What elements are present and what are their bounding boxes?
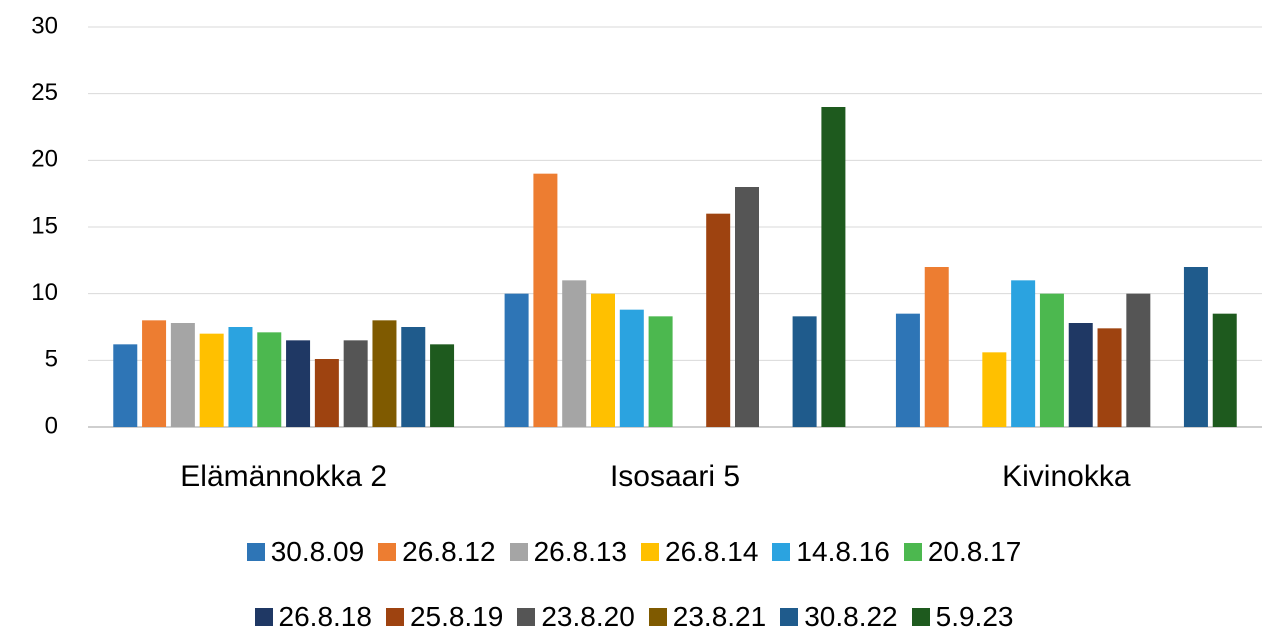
legend-swatch bbox=[911, 608, 930, 626]
legend-swatch bbox=[378, 543, 397, 561]
legend: 26.8.18 25.8.19 23.8.20 23.8.21 30.8.22 5.9.2… bbox=[0, 601, 1268, 633]
legend-item: 23.8.21 bbox=[648, 601, 767, 633]
legend-swatch bbox=[517, 608, 536, 626]
legend-swatch bbox=[641, 543, 659, 561]
legend-item: 30.8.22 bbox=[780, 601, 898, 633]
bar bbox=[504, 293, 529, 427]
x-tick-label: Elämännokka 2 bbox=[180, 460, 387, 493]
legend-item: 26.8.14 bbox=[641, 536, 758, 568]
bar bbox=[735, 187, 759, 427]
legend-swatch bbox=[648, 608, 667, 626]
legend-label: 23.8.20 bbox=[541, 601, 635, 632]
bar bbox=[343, 340, 368, 427]
legend-item: 30.8.09 bbox=[246, 536, 365, 568]
y-tick-label: 20 bbox=[31, 146, 58, 173]
legend-item: 14.8.16 bbox=[772, 536, 890, 568]
legend-label: 30.8.09 bbox=[270, 536, 365, 567]
bar bbox=[792, 316, 817, 427]
legend-label: 26.8.14 bbox=[665, 536, 759, 567]
legend-swatch bbox=[385, 608, 404, 626]
bar bbox=[372, 320, 397, 427]
bar bbox=[401, 327, 426, 427]
bar bbox=[648, 316, 673, 427]
y-tick-label: 25 bbox=[31, 79, 58, 106]
legend-swatch bbox=[509, 543, 528, 561]
bar bbox=[228, 327, 253, 427]
bar bbox=[895, 313, 920, 427]
bar bbox=[257, 332, 282, 427]
bar bbox=[706, 213, 731, 427]
bar bbox=[562, 280, 587, 427]
bar bbox=[982, 352, 1007, 427]
bar bbox=[286, 340, 311, 427]
bar bbox=[1183, 267, 1208, 427]
bar bbox=[619, 309, 644, 427]
legend-label: 26.8.13 bbox=[533, 536, 627, 567]
bar bbox=[170, 323, 195, 427]
bar bbox=[199, 333, 224, 427]
bar bbox=[1126, 293, 1151, 427]
bar bbox=[1097, 328, 1122, 427]
legend-label: 30.8.22 bbox=[804, 601, 898, 632]
bar bbox=[430, 344, 455, 427]
legend-swatch bbox=[780, 608, 799, 626]
bar bbox=[1068, 323, 1093, 427]
y-tick-label: 10 bbox=[31, 279, 58, 306]
legend-item: 23.8.20 bbox=[517, 601, 635, 633]
legend: 30.8.09 26.8.12 26.8.13 26.8.14 14.8.16 20.8.… bbox=[0, 536, 1268, 568]
legend-label: 26.8.18 bbox=[278, 601, 372, 632]
bar bbox=[113, 344, 138, 427]
bar bbox=[533, 173, 558, 427]
y-tick-label: 30 bbox=[31, 12, 58, 39]
plot: 0 5 10 15 20 25 30 Elämännokka 2 Isosaari 5 Kivin… bbox=[31, 12, 1262, 493]
x-tick-label: Kivinokka bbox=[1002, 460, 1131, 493]
bar bbox=[924, 267, 949, 427]
x-tick-label: Isosaari 5 bbox=[610, 460, 740, 493]
legend-swatch bbox=[254, 608, 273, 626]
legend-label: 20.8.17 bbox=[927, 536, 1022, 567]
legend-label: 26.8.12 bbox=[402, 536, 496, 567]
legend-item: 26.8.12 bbox=[378, 536, 496, 568]
legend-item: 26.8.18 bbox=[254, 601, 372, 633]
legend-item: 5.9.23 bbox=[911, 601, 1014, 633]
bar bbox=[314, 359, 339, 427]
bar bbox=[821, 107, 846, 427]
bar bbox=[1011, 280, 1036, 427]
legend-swatch bbox=[772, 543, 791, 561]
legend-swatch bbox=[246, 543, 265, 561]
legend-swatch bbox=[903, 543, 922, 561]
bar bbox=[591, 293, 615, 427]
bar bbox=[1039, 293, 1064, 427]
legend-item: 26.8.13 bbox=[509, 536, 627, 568]
legend-label: 5.9.23 bbox=[935, 601, 1014, 632]
legend-label: 25.8.19 bbox=[409, 601, 504, 632]
y-tick-label: 0 bbox=[45, 412, 58, 439]
y-tick-label: 15 bbox=[31, 212, 58, 239]
bar bbox=[1212, 313, 1237, 427]
bar bbox=[142, 320, 167, 427]
legend-label: 23.8.21 bbox=[672, 601, 767, 632]
legend-item: 25.8.19 bbox=[385, 601, 504, 633]
legend-item: 20.8.17 bbox=[903, 536, 1022, 568]
legend-label: 14.8.16 bbox=[796, 536, 890, 567]
y-tick-label: 5 bbox=[45, 346, 58, 373]
